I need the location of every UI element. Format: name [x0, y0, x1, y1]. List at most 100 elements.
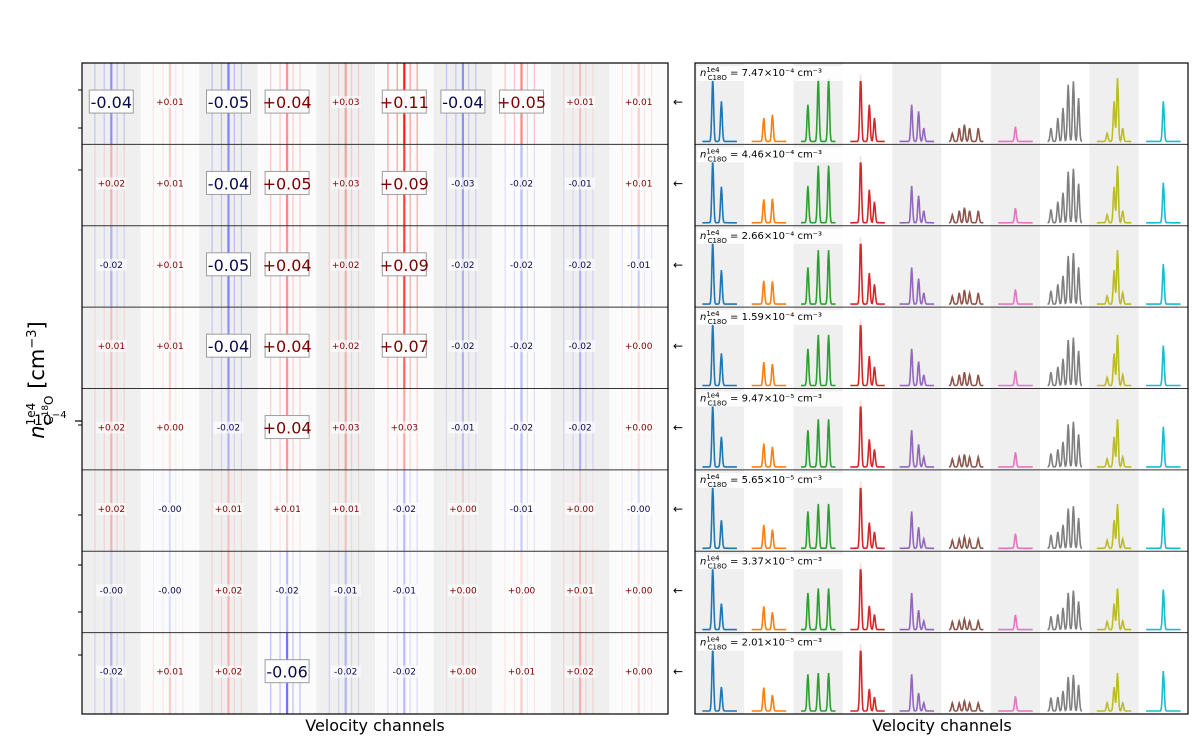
spectrum-line — [998, 696, 1033, 712]
spectrum-line — [1146, 508, 1181, 550]
left-cell-value: +0.00 — [449, 505, 477, 515]
spectrum-line — [702, 484, 737, 550]
left-cell-value: +0.01 — [625, 98, 653, 108]
right-row-label: n1e4 C18O = 1.59×10⁻⁴ cm⁻³ — [697, 310, 863, 326]
spectrum-line — [801, 588, 836, 631]
left-cell-value: +0.01 — [508, 668, 536, 678]
left-stripe — [94, 388, 96, 470]
spectrum-line — [1146, 345, 1181, 387]
left-cell-value: -0.02 — [393, 668, 416, 678]
spectrum-line — [1146, 182, 1181, 224]
left-stripe — [621, 307, 623, 389]
left-stripe — [504, 551, 506, 633]
left-cell-bg — [565, 177, 596, 190]
spectrum-line — [899, 674, 935, 712]
right-row-labels: n1e4 C18O = 7.47×10⁻⁴ cm⁻³ n1e4 C18O = 4.46… — [697, 66, 863, 652]
left-cell-bg — [213, 421, 244, 434]
left-cell-bg — [213, 665, 244, 678]
left-cell-bg — [330, 340, 361, 353]
left-cell-value: +0.04 — [263, 419, 312, 438]
spectrum-line — [751, 280, 787, 305]
left-panel-frame — [81, 62, 669, 715]
left-cell-bg — [447, 665, 478, 678]
left-stripe — [328, 63, 330, 145]
left-cell-value: +0.02 — [566, 668, 594, 678]
left-x-axis-label: Velocity channels — [305, 716, 445, 735]
left-stripe — [563, 388, 565, 470]
left-cell-value: +0.04 — [263, 93, 312, 112]
left-stripe — [445, 469, 448, 552]
spectrum-line — [1096, 588, 1132, 631]
spectrum-line — [850, 562, 885, 631]
spectrum-line — [1096, 672, 1132, 712]
left-stripe — [504, 632, 506, 714]
left-cell-bg — [506, 177, 537, 190]
spectrum-line — [899, 267, 935, 305]
right-row-label: n1e4 C18O = 5.65×10⁻⁵ cm⁻³ — [697, 472, 863, 489]
left-cell-value: -0.02 — [510, 179, 533, 189]
left-stripe — [387, 551, 389, 633]
spectrum-line — [948, 615, 984, 631]
spectrum-line — [1047, 337, 1083, 387]
left-cell-bg — [213, 502, 244, 515]
right-row-label: n1e4 C18O = 7.47×10⁻⁴ cm⁻³ — [697, 66, 863, 82]
left-cell-bg — [447, 340, 478, 353]
left-cell-value: -0.00 — [158, 586, 182, 596]
left-cell-bg — [447, 177, 478, 190]
left-cell-value: +0.01 — [566, 98, 594, 108]
left-stripe — [445, 388, 448, 470]
left-stripe — [563, 225, 565, 308]
left-y-ticks — [75, 89, 82, 656]
spectrum-line — [1146, 101, 1181, 143]
left-cell-value: -0.05 — [208, 256, 249, 275]
spectrum-line — [850, 481, 885, 550]
left-cell-value: -0.04 — [208, 337, 249, 356]
row-arrow: ← — [673, 502, 683, 516]
spectrum-line — [850, 318, 885, 387]
left-cell-box — [88, 89, 134, 114]
left-cell-bg — [330, 258, 361, 271]
spectrum-line — [702, 403, 737, 468]
left-cell-box — [206, 170, 251, 195]
left-stripe — [387, 632, 389, 714]
left-stripe — [94, 632, 96, 714]
left-cell-value: -0.02 — [100, 668, 123, 678]
left-cell-box — [381, 252, 427, 277]
spectrum-line — [948, 533, 984, 549]
left-cell-bg — [447, 421, 478, 434]
left-cell-bg — [565, 340, 596, 353]
left-stripe — [94, 144, 96, 226]
spectrum-line — [702, 647, 737, 712]
left-cell-value: +0.00 — [625, 342, 653, 352]
spectrum-line — [850, 644, 885, 712]
left-cell-value: +0.02 — [332, 261, 360, 271]
row-label-bg — [697, 635, 863, 651]
left-cell-box — [206, 333, 251, 358]
left-stripe — [152, 63, 155, 145]
left-cell-bg — [330, 421, 361, 434]
spectrum-line — [899, 592, 935, 631]
left-cell-box — [264, 252, 310, 277]
spectrum-line — [899, 104, 935, 143]
left-stripe — [152, 144, 155, 226]
left-cell-value: +0.02 — [332, 342, 360, 352]
row-arrow: ← — [673, 339, 683, 353]
row-label-bg — [697, 554, 863, 570]
left-cell-value: -0.04 — [91, 93, 132, 112]
left-cell-value: +0.02 — [98, 179, 126, 189]
left-cell-box — [381, 89, 427, 114]
left-row-separators — [82, 143, 668, 634]
left-stripe — [504, 307, 506, 389]
left-cell-bg — [154, 665, 185, 678]
left-stripe — [621, 551, 623, 633]
left-stripe — [328, 469, 330, 552]
spectrum-line — [801, 250, 836, 305]
left-stripe — [328, 225, 330, 308]
left-cell-bg — [565, 502, 596, 515]
left-cell-value: +0.07 — [380, 337, 429, 356]
left-cell-bg — [96, 340, 127, 353]
left-cell-value: -0.02 — [451, 342, 474, 352]
left-cell-value: -0.04 — [442, 93, 483, 112]
left-cell-value: +0.01 — [625, 179, 653, 189]
left-stripe — [621, 225, 623, 308]
